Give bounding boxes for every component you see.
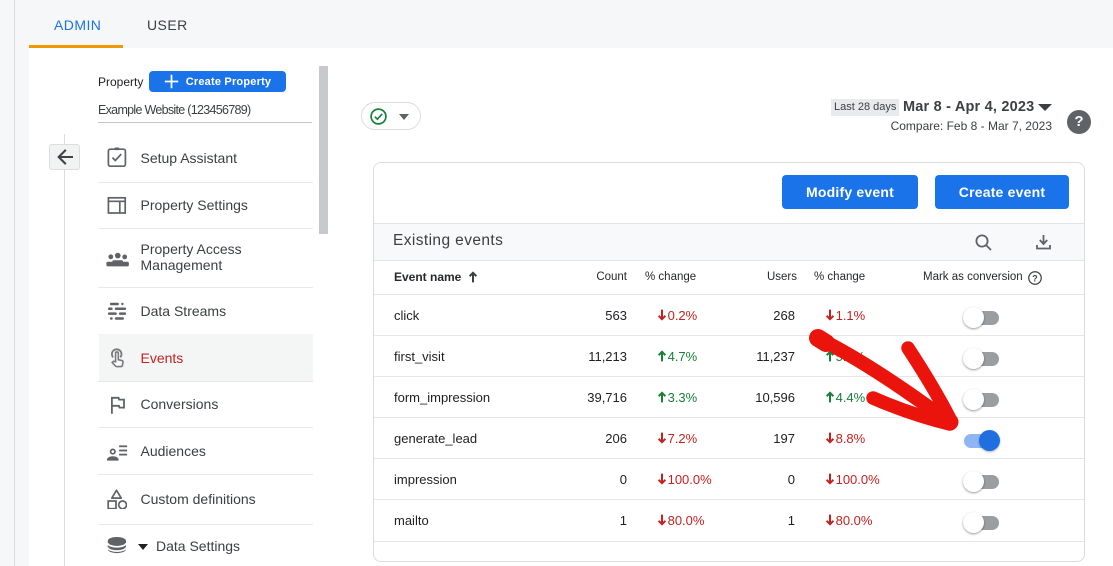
svg-text:?: ? (1032, 273, 1037, 283)
